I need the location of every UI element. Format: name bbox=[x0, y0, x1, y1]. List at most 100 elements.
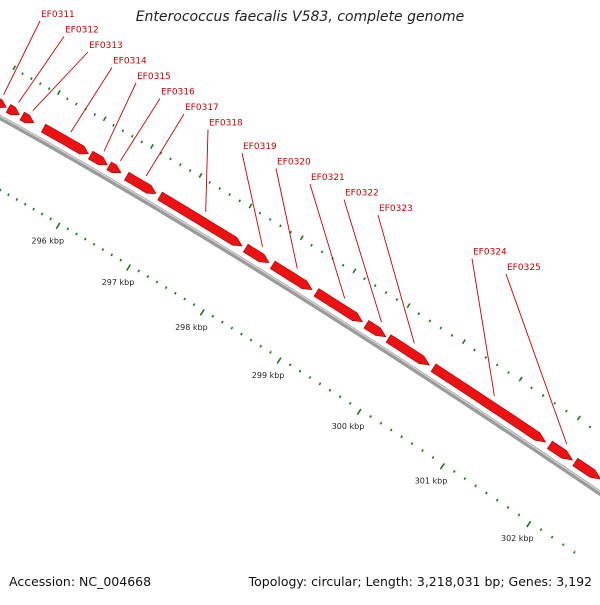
scale-minor-tick bbox=[573, 550, 576, 554]
scale-minor-tick bbox=[269, 350, 272, 354]
scale-major-tick bbox=[526, 520, 532, 528]
scale-minor-tick bbox=[561, 543, 565, 547]
scale-minor-tick bbox=[40, 212, 44, 216]
scale-minor-tick bbox=[463, 477, 467, 481]
scale-minor-tick bbox=[410, 442, 414, 446]
scale-major-tick bbox=[439, 462, 445, 470]
outer-tick bbox=[484, 356, 488, 359]
gene-label: EF0319 bbox=[243, 142, 277, 152]
gene-callout-line bbox=[120, 98, 161, 162]
outer-tick bbox=[373, 284, 377, 288]
gene-arrow bbox=[313, 288, 364, 323]
scale-minor-tick bbox=[174, 291, 177, 295]
gene-arrow bbox=[40, 123, 89, 155]
outer-tick bbox=[341, 263, 345, 267]
gene-callout-line bbox=[309, 183, 346, 299]
outer-tick bbox=[159, 151, 163, 155]
scale-minor-tick bbox=[288, 363, 292, 367]
outer-tick bbox=[130, 134, 134, 138]
gene-arrow bbox=[123, 171, 157, 194]
outer-tick bbox=[588, 425, 592, 429]
outer-tick bbox=[248, 203, 253, 209]
scale-minor-tick bbox=[298, 369, 302, 373]
outer-tick bbox=[179, 163, 182, 167]
outer-tick bbox=[395, 298, 399, 302]
gene-label: EF0312 bbox=[65, 26, 99, 36]
scale-minor-tick bbox=[506, 505, 510, 509]
outer-tick bbox=[417, 312, 421, 316]
scale-minor-tick bbox=[83, 237, 87, 241]
gene-arrow bbox=[19, 111, 35, 124]
gene-callout-line bbox=[205, 129, 209, 212]
gene-arrow bbox=[385, 334, 431, 366]
scale-major-tick bbox=[356, 408, 362, 416]
outer-tick bbox=[75, 102, 78, 106]
outer-tick bbox=[65, 97, 69, 101]
map-title: Enterococcus faecalis V583, complete gen… bbox=[135, 9, 465, 25]
scale-major-tick bbox=[199, 308, 205, 316]
gene-arrow bbox=[572, 457, 600, 480]
outer-tick bbox=[21, 72, 24, 76]
scale-minor-tick bbox=[421, 449, 424, 453]
scale-minor-tick bbox=[550, 535, 554, 539]
outer-tick bbox=[352, 268, 357, 274]
gene-label: EF0316 bbox=[161, 88, 195, 98]
scale-minor-tick bbox=[15, 198, 19, 201]
scale-minor-tick bbox=[517, 513, 521, 517]
scale-minor-tick bbox=[249, 338, 253, 342]
outer-tick bbox=[428, 319, 432, 323]
outer-tick bbox=[188, 169, 192, 173]
scale-minor-tick bbox=[308, 375, 312, 379]
outer-tick bbox=[576, 415, 581, 421]
scale-minor-tick bbox=[495, 498, 499, 502]
outer-tick bbox=[495, 363, 499, 367]
scale-minor-tick bbox=[328, 388, 332, 392]
outer-tick bbox=[518, 376, 523, 382]
scale-minor-tick bbox=[23, 202, 27, 206]
scale-label: 296 kbp bbox=[31, 237, 64, 246]
outer-tick bbox=[12, 65, 17, 71]
gene-callout-line bbox=[32, 51, 89, 111]
scale-minor-tick bbox=[539, 528, 543, 532]
outer-tick bbox=[320, 250, 324, 254]
outer-tick bbox=[208, 180, 212, 184]
gene-callout-line bbox=[275, 168, 298, 269]
gene-label: EF0318 bbox=[209, 119, 243, 129]
scale-minor-tick bbox=[240, 332, 243, 336]
scale-label: 301 kbp bbox=[415, 476, 448, 485]
outer-tick bbox=[384, 291, 388, 295]
scale-minor-tick bbox=[137, 269, 141, 273]
outer-tick bbox=[473, 348, 476, 352]
scale-minor-tick bbox=[32, 207, 35, 211]
outer-tick bbox=[258, 211, 262, 215]
outer-tick bbox=[150, 143, 154, 150]
outer-tick bbox=[553, 401, 557, 405]
gene-arrow bbox=[242, 243, 270, 263]
outer-tick bbox=[140, 140, 144, 144]
scale-minor-tick bbox=[0, 188, 2, 192]
gene-callout-line bbox=[471, 258, 495, 396]
scale-minor-tick bbox=[110, 253, 114, 257]
gene-arrow bbox=[5, 104, 20, 116]
scale-minor-tick bbox=[474, 484, 477, 488]
gene-callout-line bbox=[3, 20, 41, 95]
gene-callout-line bbox=[241, 152, 264, 247]
scale-minor-tick bbox=[66, 227, 70, 231]
outer-tick bbox=[439, 326, 443, 330]
scale-label: 299 kbp bbox=[252, 371, 285, 380]
outer-tick bbox=[461, 339, 466, 345]
gene-arrow bbox=[269, 260, 313, 290]
gene-label: EF0322 bbox=[345, 189, 379, 199]
scale-minor-tick bbox=[183, 297, 186, 301]
gene-callout-line bbox=[505, 273, 568, 445]
scale-minor-tick bbox=[221, 320, 224, 324]
outer-tick bbox=[169, 157, 172, 161]
outer-tick bbox=[47, 87, 51, 91]
outer-tick bbox=[530, 386, 533, 390]
scale-label: 302 kbp bbox=[501, 534, 534, 543]
topology-label: Topology: circular; Length: 3,218,031 bp… bbox=[248, 574, 592, 589]
gene-label: EF0324 bbox=[473, 248, 507, 258]
backbone-highlight bbox=[0, 115, 600, 493]
gene-callout-line bbox=[18, 36, 65, 103]
